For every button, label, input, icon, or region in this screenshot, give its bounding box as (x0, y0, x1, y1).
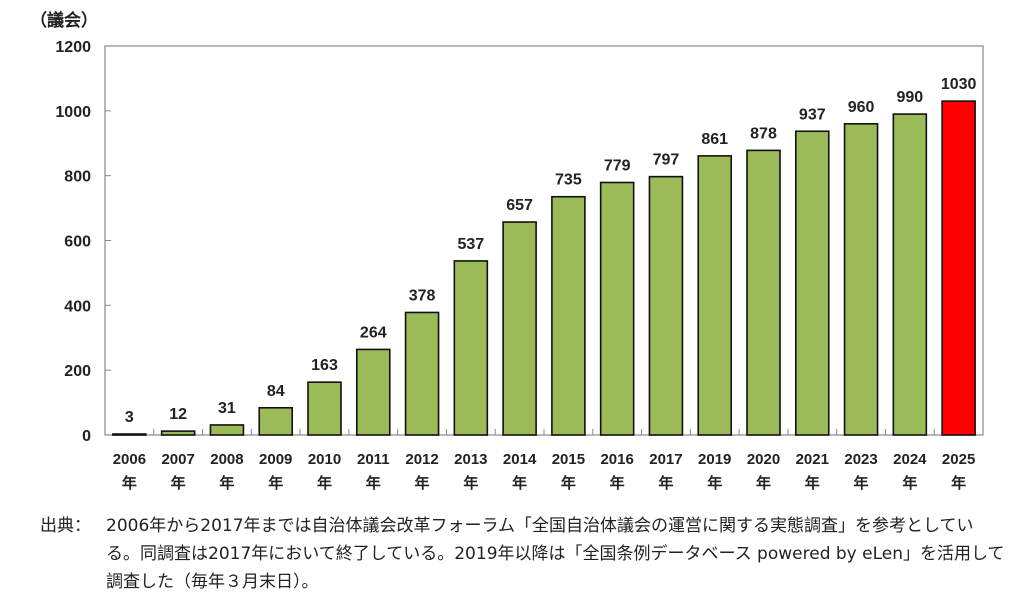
data-label-2019: 861 (701, 131, 728, 148)
data-label-2020: 878 (750, 125, 777, 142)
data-label-2009: 84 (267, 383, 285, 400)
data-label-2021: 937 (799, 106, 826, 123)
x-tick-suffix: 年 (366, 474, 381, 492)
x-tick-suffix: 年 (415, 474, 430, 492)
data-label-2011: 264 (360, 324, 387, 341)
x-tick-suffix: 年 (219, 474, 234, 492)
y-tick-label: 1000 (55, 104, 91, 121)
x-tick-suffix: 年 (658, 474, 673, 492)
data-label-2023: 960 (848, 99, 875, 116)
bar-2009 (258, 406, 294, 436)
x-tick-suffix: 年 (463, 474, 478, 492)
bar-2024 (892, 113, 928, 436)
data-label-2006: 3 (125, 409, 134, 426)
data-label-2012: 378 (409, 287, 436, 304)
x-tick-suffix: 年 (561, 474, 576, 492)
bar-2012 (404, 311, 440, 436)
x-tick-suffix: 年 (805, 474, 820, 492)
x-tick-label-2014: 2014 (503, 451, 537, 468)
data-label-2013: 537 (457, 236, 484, 253)
bar-2019 (697, 155, 733, 436)
y-tick-label: 0 (82, 428, 91, 445)
data-label-2014: 657 (506, 197, 533, 214)
data-label-2015: 735 (555, 172, 582, 189)
x-tick-label-2019: 2019 (698, 451, 731, 468)
x-tick-label-2024: 2024 (893, 451, 927, 468)
x-tick-suffix: 年 (171, 474, 186, 492)
x-tick-label-2021: 2021 (796, 451, 829, 468)
x-tick-suffix: 年 (756, 474, 771, 492)
x-tick-label-2023: 2023 (844, 451, 877, 468)
bar-2023 (843, 123, 879, 436)
x-tick-label-2017: 2017 (649, 451, 682, 468)
bar-2014 (502, 221, 537, 436)
bar-2013 (453, 260, 489, 436)
x-tick-label-2013: 2013 (454, 451, 487, 468)
x-tick-suffix: 年 (951, 474, 966, 492)
bar-2016 (599, 181, 635, 436)
bar-2015 (551, 195, 586, 436)
bar-2021 (794, 130, 830, 436)
data-label-2017: 797 (653, 152, 680, 169)
y-tick-label: 600 (64, 234, 91, 251)
x-tick-suffix: 年 (610, 474, 625, 492)
y-tick-label: 400 (64, 298, 91, 315)
x-tick-label-2010: 2010 (308, 451, 341, 468)
data-label-2008: 31 (218, 400, 236, 417)
bar-2008 (209, 424, 245, 436)
bar-2020 (746, 149, 781, 436)
x-tick-suffix: 年 (317, 474, 332, 492)
x-tick-label-2016: 2016 (600, 451, 633, 468)
source-label: 出典： (40, 516, 91, 536)
data-label-2010: 163 (311, 357, 338, 374)
x-tick-suffix: 年 (512, 474, 527, 492)
x-tick-suffix: 年 (268, 474, 283, 492)
x-tick-label-2006: 2006 (113, 451, 146, 468)
y-tick-label: 1200 (55, 39, 91, 56)
data-label-2016: 779 (604, 157, 631, 174)
bar-2007 (160, 430, 196, 436)
x-tick-suffix: 年 (122, 474, 137, 492)
bar-2017 (648, 175, 684, 436)
x-tick-label-2011: 2011 (357, 451, 390, 468)
data-label-2025: 1030 (941, 76, 977, 93)
y-axis-unit-label: （議会） (30, 10, 98, 30)
y-tick-label: 200 (64, 363, 91, 380)
x-tick-label-2012: 2012 (405, 451, 438, 468)
x-tick-label-2008: 2008 (210, 451, 243, 468)
data-label-2007: 12 (169, 406, 187, 423)
bar-2011 (355, 348, 391, 436)
x-tick-label-2007: 2007 (161, 451, 194, 468)
x-tick-label-2015: 2015 (552, 451, 585, 468)
x-tick-suffix: 年 (854, 474, 869, 492)
x-tick-label-2009: 2009 (259, 451, 292, 468)
x-tick-label-2025: 2025 (942, 451, 975, 468)
data-label-2024: 990 (896, 89, 923, 106)
x-tick-label-2020: 2020 (747, 451, 780, 468)
y-tick-label: 800 (64, 169, 91, 186)
x-tick-suffix: 年 (707, 474, 722, 492)
x-tick-suffix: 年 (902, 474, 917, 492)
bar-2010 (307, 381, 342, 436)
bar-2006 (112, 433, 147, 436)
source-text: 2006年から2017年までは自治体議会改革フォーラム「全国自治体議会の運営に関… (106, 516, 1005, 592)
bar-chart: （議会） 0 200 400 600 800 1000 1200 3 2006 年 12 2007 年… (30, 10, 984, 492)
bar-2025 (941, 100, 976, 436)
